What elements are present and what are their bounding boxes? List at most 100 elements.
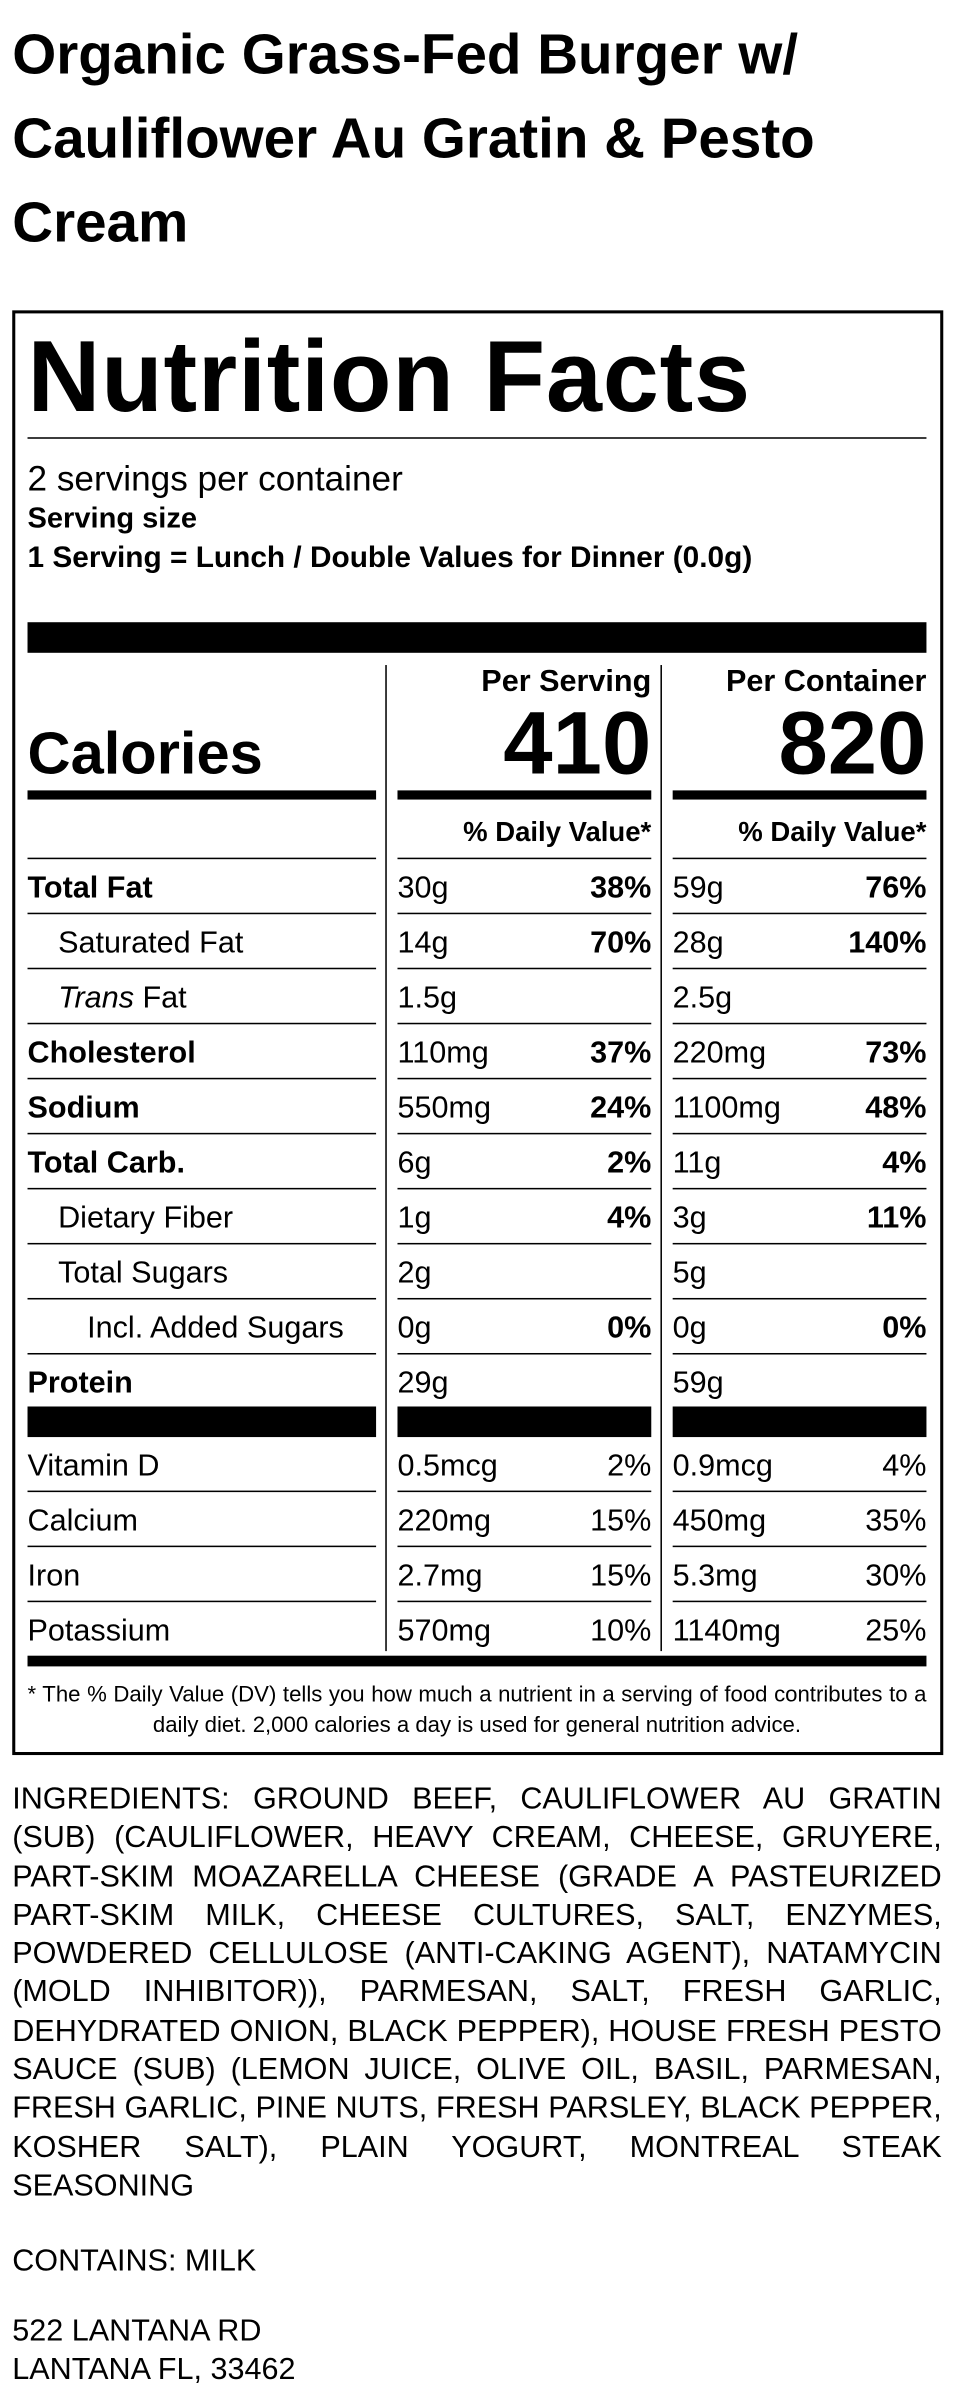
footnote: * The % Daily Value (DV) tells you how m… — [27, 1683, 927, 1739]
nutrient-label-text: Saturated Fat — [58, 926, 244, 961]
amount: 2.5g — [672, 981, 733, 1016]
nutrient-label: Potassium — [28, 1613, 171, 1650]
rule — [27, 1242, 377, 1245]
nutrient-label: Total Fat — [28, 870, 153, 907]
nutrient-label-text: Calcium — [27, 1504, 138, 1538]
rule — [672, 1297, 927, 1300]
calories-value: 410 — [503, 694, 652, 794]
rule — [27, 1352, 377, 1355]
amount: 3g — [672, 1201, 707, 1236]
daily-value: 15% — [590, 1559, 652, 1594]
amount: 1g — [397, 1201, 432, 1236]
rule — [397, 1022, 652, 1025]
daily-value: 48% — [865, 1091, 927, 1126]
amount: 2g — [397, 1256, 432, 1291]
thick-rule — [397, 790, 652, 800]
nutrition-box — [12, 310, 944, 1756]
thick-bar — [27, 1655, 927, 1667]
daily-value: 4% — [607, 1201, 652, 1236]
nutrient-label: Calcium — [28, 1503, 138, 1540]
nutrient-label: Dietary Fiber — [58, 1200, 233, 1237]
address-line: 522 LANTANA RD — [12, 2314, 262, 2349]
nutrient-label: Protein — [28, 1365, 133, 1402]
address-line: LANTANA FL, 33462 — [12, 2352, 296, 2387]
amount: 11g — [672, 1146, 722, 1181]
daily-value: 30% — [865, 1559, 927, 1594]
thick-bar — [27, 1406, 377, 1438]
daily-value: 11% — [866, 1201, 927, 1236]
daily-value: 0% — [882, 1311, 927, 1346]
nutrient-label: Cholesterol — [28, 1035, 196, 1072]
daily-value: 76% — [865, 871, 927, 906]
nutrient-label: Incl. Added Sugars — [87, 1310, 344, 1347]
rule — [397, 1297, 652, 1300]
amount: 1.5g — [397, 981, 458, 1016]
daily-value: 4% — [882, 1146, 927, 1181]
rule — [27, 1022, 377, 1025]
nutrient-label-text: Cholesterol — [27, 1036, 196, 1071]
serving-size: 1 Serving = Lunch / Double Values for Di… — [27, 541, 753, 575]
amount: 1140mg — [672, 1614, 781, 1649]
servings-per-container: 2 servings per container — [27, 458, 403, 499]
rule — [397, 1352, 652, 1355]
rule — [672, 967, 927, 970]
rule — [27, 437, 927, 439]
column-divider — [660, 665, 662, 1652]
nutrient-label: Total Carb. — [28, 1145, 185, 1182]
serving-size-label: Serving size — [27, 502, 198, 536]
amount: 0g — [397, 1311, 432, 1346]
daily-value: 2% — [607, 1449, 652, 1483]
rule — [672, 1077, 927, 1080]
daily-value: 15% — [590, 1504, 652, 1538]
nutrient-label-text: Fat — [142, 981, 187, 1016]
nutrient-label-text: Sodium — [27, 1091, 140, 1126]
amount: 59g — [672, 1366, 724, 1401]
column-divider — [385, 665, 387, 1652]
rule — [27, 1077, 377, 1080]
column-header: Per Serving — [481, 665, 652, 699]
daily-value: 24% — [590, 1091, 652, 1126]
rule — [397, 1077, 652, 1080]
nutrient-label-text: Total Carb. — [27, 1146, 185, 1181]
rule — [397, 967, 652, 970]
rule — [397, 1242, 652, 1245]
amount: 0g — [672, 1311, 707, 1346]
rule — [397, 857, 652, 860]
rule — [672, 1242, 927, 1245]
amount: 5g — [672, 1256, 707, 1291]
amount: 220mg — [397, 1504, 491, 1538]
amount: 220mg — [672, 1036, 767, 1071]
daily-value: 0% — [607, 1311, 652, 1346]
rule — [397, 1187, 652, 1190]
rule — [27, 857, 377, 860]
nutrient-label: Trans Fat — [58, 980, 187, 1017]
amount: 6g — [397, 1146, 432, 1181]
daily-value: 73% — [865, 1036, 927, 1071]
amount: 450mg — [672, 1504, 767, 1538]
daily-value: 37% — [590, 1036, 652, 1071]
title: Organic Grass-Fed Burger w/ Cauliflower … — [12, 22, 815, 254]
nutrient-label-text: Iron — [27, 1559, 81, 1594]
nutrient-label-text: Vitamin D — [27, 1449, 160, 1483]
rule — [672, 1132, 927, 1135]
daily-value: 4% — [882, 1449, 927, 1483]
thick-rule — [672, 790, 927, 800]
daily-value: 70% — [590, 926, 652, 961]
daily-value: 35% — [865, 1504, 927, 1538]
nutrient-label-text: Total Sugars — [58, 1256, 229, 1291]
amount: 110mg — [397, 1036, 489, 1071]
thick-bar — [397, 1406, 652, 1438]
amount: 550mg — [397, 1091, 491, 1126]
amount: 28g — [672, 926, 724, 961]
rule — [397, 1545, 652, 1548]
amount: 29g — [397, 1366, 449, 1401]
daily-value: 38% — [590, 871, 652, 906]
rule — [27, 1132, 377, 1135]
rule — [672, 912, 927, 915]
nutrient-label: Iron — [28, 1558, 81, 1595]
rule — [27, 1297, 377, 1300]
nutrient-label-text: Total Fat — [27, 871, 153, 906]
amount: 570mg — [397, 1614, 491, 1649]
thick-bar — [27, 622, 927, 653]
rule — [672, 1352, 927, 1355]
